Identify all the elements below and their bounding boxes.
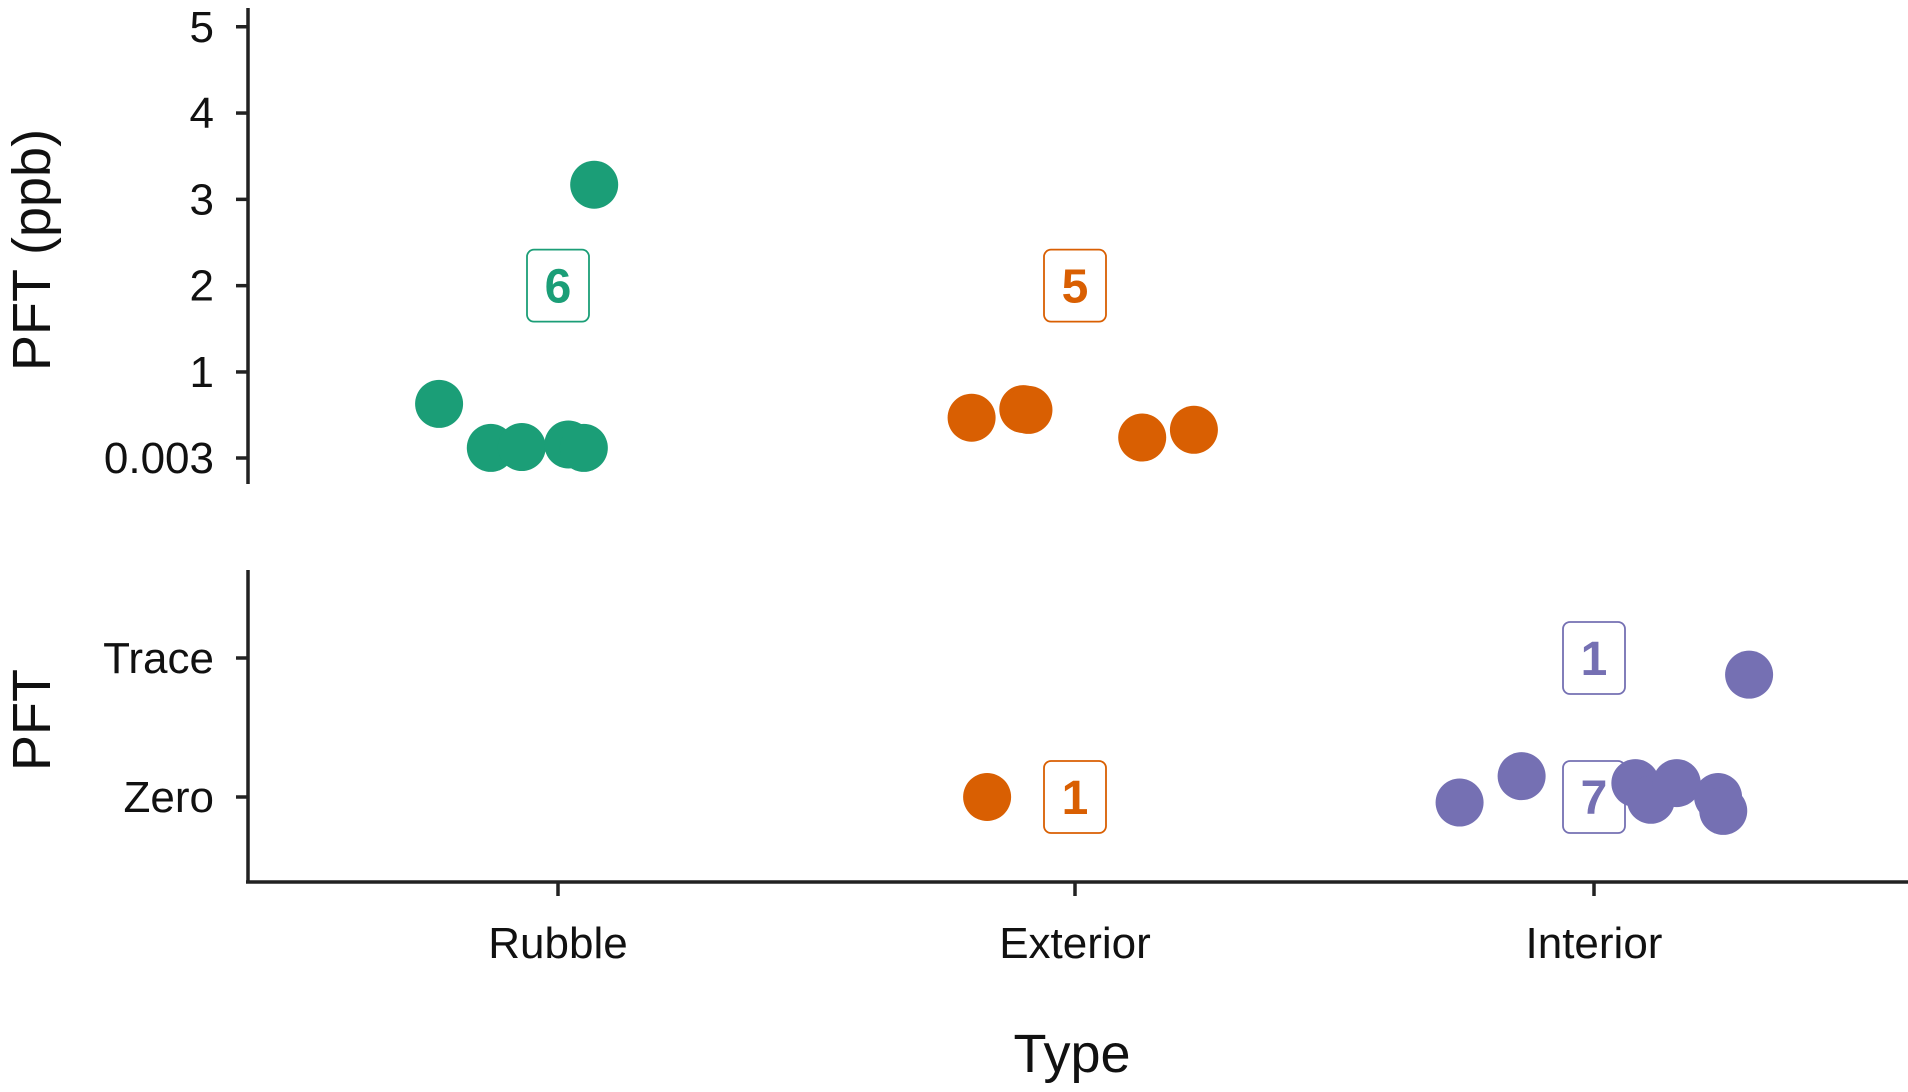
bottom-panel: PFT Zero Trace Rubble Exterior Interior 1 1 7… (2, 570, 1908, 1084)
top-points (415, 160, 1218, 472)
x-axis-title: Type (1013, 1024, 1130, 1084)
data-point-exterior (947, 393, 996, 442)
data-point-rubble (570, 160, 619, 209)
bottom-y-ticks: Zero Trace (103, 634, 248, 822)
data-point-interior (1699, 786, 1748, 835)
data-point-interior (1497, 752, 1546, 801)
x-tick-label: Rubble (488, 919, 627, 968)
bottom-points (963, 650, 1774, 835)
top-y-tick-label: 5 (190, 3, 214, 52)
data-point-rubble (559, 423, 608, 472)
count-box (1043, 760, 1107, 834)
top-y-ticks: 0.003 1 2 3 4 5 (104, 3, 248, 483)
bottom-y-tick-label: Trace (103, 634, 214, 683)
data-point-exterior (1118, 413, 1167, 462)
count-box (1562, 621, 1626, 695)
count-label: 5 (1062, 261, 1089, 314)
count-box (1043, 248, 1107, 323)
data-point-interior (1652, 759, 1701, 808)
count-label: 7 (1581, 772, 1608, 825)
data-point-exterior (1169, 405, 1218, 454)
top-y-tick-label: 1 (190, 348, 214, 397)
count-label: 1 (1581, 633, 1608, 686)
top-y-tick-label: 2 (190, 262, 214, 311)
bottom-y-tick-label: Zero (124, 773, 214, 822)
x-tick-label: Exterior (999, 919, 1151, 968)
data-point-exterior (1004, 385, 1053, 434)
data-point-interior (1435, 778, 1484, 827)
top-y-tick-label: 3 (190, 175, 214, 224)
x-ticks: Rubble Exterior Interior (488, 882, 1662, 968)
top-y-tick-label: 0.003 (104, 434, 214, 483)
data-point-rubble (415, 379, 464, 428)
data-point-rubble (497, 423, 546, 472)
count-label: 6 (545, 261, 572, 314)
x-tick-label: Interior (1526, 919, 1663, 968)
bottom-count-labels: 1 1 7 (1043, 621, 1626, 834)
data-point-interior (1725, 650, 1774, 699)
count-label: 1 (1062, 772, 1089, 825)
bottom-y-axis-title: PFT (2, 669, 62, 771)
data-point-exterior (963, 773, 1012, 821)
top-y-axis-title: PFT (ppb) (2, 129, 62, 371)
count-box (526, 248, 590, 323)
top-y-tick-label: 4 (190, 89, 214, 138)
